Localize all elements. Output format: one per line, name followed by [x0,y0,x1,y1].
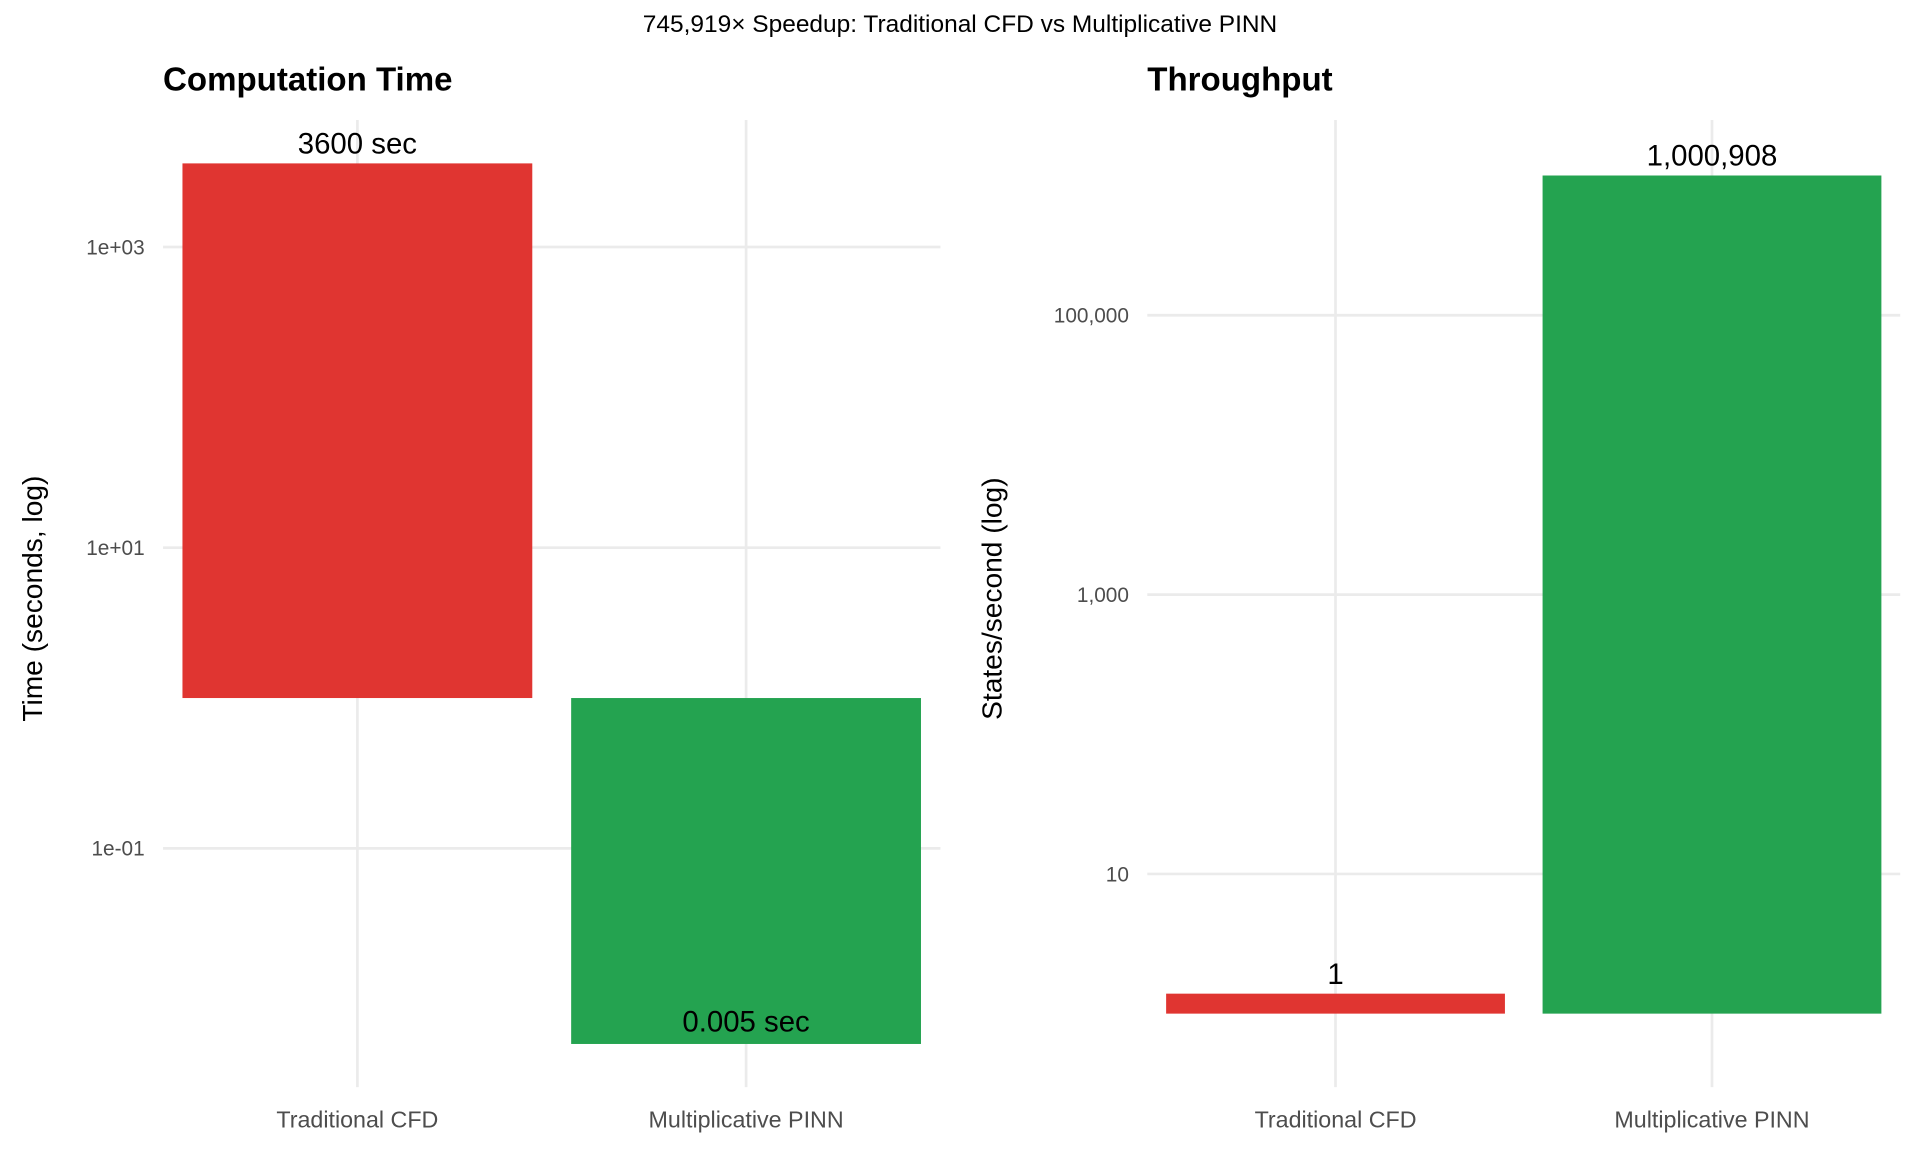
bar-traditional-cfd [182,163,533,699]
y-axis-label: States/second (log) [977,477,1008,719]
x-tick-label: Multiplicative PINN [649,1107,844,1133]
x-tick-label: Multiplicative PINN [1614,1107,1809,1133]
bar-multiplicative-pinn [1542,175,1882,1014]
data-label: 1,000,908 [1647,140,1778,173]
data-label: 3600 sec [298,128,417,161]
y-tick-label: 10 [1106,863,1129,886]
y-tick-label: 1e+03 [86,236,144,259]
panel-title: Throughput [1147,62,1332,99]
y-tick-label: 1,000 [1077,584,1129,607]
bar-traditional-cfd [1166,993,1505,1014]
y-tick-label: 1e-01 [91,838,144,861]
data-label: 0.005 sec [682,1006,809,1039]
y-tick-label: 1e+01 [86,537,144,560]
bar-multiplicative-pinn [571,698,921,1044]
y-tick-label: 100,000 [1054,305,1129,328]
panel-title: Computation Time [163,62,452,99]
y-axis-label: Time (seconds, log) [17,476,48,722]
figure-title: 745,919× Speedup: Traditional CFD vs Mul… [643,11,1277,38]
x-tick-label: Traditional CFD [276,1107,438,1133]
x-tick-label: Traditional CFD [1255,1107,1417,1133]
data-label: 1 [1327,958,1343,991]
